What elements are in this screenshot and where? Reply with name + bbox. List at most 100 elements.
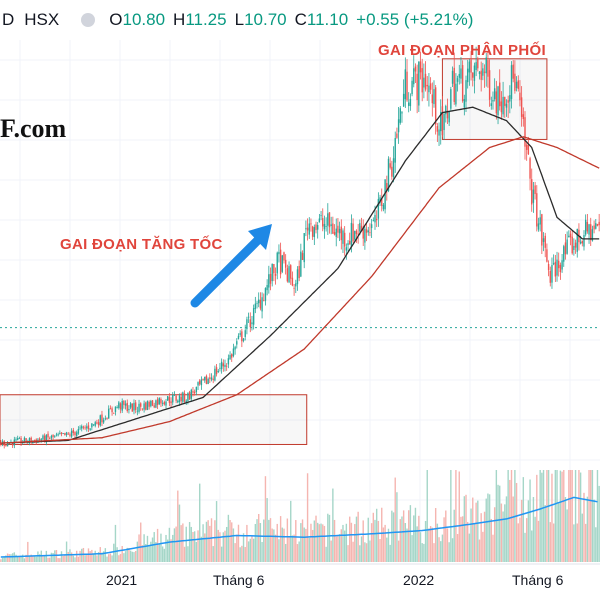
candle-body xyxy=(295,283,297,287)
candle-body xyxy=(200,379,203,386)
candle-body xyxy=(549,270,551,283)
volume-bar xyxy=(384,524,386,562)
volume-bar xyxy=(485,498,487,562)
candle-body xyxy=(475,62,477,71)
volume-bar xyxy=(340,529,342,562)
volume-bar xyxy=(43,555,46,562)
volume-bar xyxy=(488,494,491,562)
candle-body xyxy=(116,407,118,408)
candle-body xyxy=(416,73,418,101)
volume-bar xyxy=(487,493,489,562)
volume-bar xyxy=(541,472,543,562)
candle-body xyxy=(460,68,462,79)
volume-bar xyxy=(261,542,263,562)
volume-bar xyxy=(460,516,462,562)
volume-bar xyxy=(161,546,164,562)
candle-body xyxy=(423,77,425,88)
candle-body xyxy=(278,251,280,255)
candle-body xyxy=(69,434,71,436)
candle-body xyxy=(114,406,117,412)
volume-bar xyxy=(263,519,265,562)
volume-bar xyxy=(438,537,440,562)
candle-body xyxy=(192,391,194,393)
candle-body xyxy=(49,438,51,439)
candle-body xyxy=(65,432,68,436)
volume-bar xyxy=(381,507,383,562)
candle-body xyxy=(375,218,378,221)
low-label: L xyxy=(234,10,245,29)
status-dot-icon xyxy=(81,13,96,27)
volume-ma-line xyxy=(0,496,598,558)
volume-bar xyxy=(522,477,525,562)
candle-body xyxy=(173,395,176,396)
candle-body xyxy=(552,263,555,265)
candle-body xyxy=(487,60,489,77)
close-label: C xyxy=(294,10,307,29)
volume-bar xyxy=(404,523,407,562)
candle-body xyxy=(542,238,545,242)
candle-body xyxy=(409,98,412,107)
candle-body xyxy=(249,319,251,328)
candle-body xyxy=(591,229,594,241)
volume-bar xyxy=(274,534,277,562)
candle-body xyxy=(178,395,181,403)
candle-body xyxy=(374,214,376,223)
candle-body xyxy=(534,185,536,195)
volume-bar xyxy=(155,541,157,562)
candle-body xyxy=(11,442,14,446)
volume-bar xyxy=(62,555,64,562)
candle-body xyxy=(182,392,184,402)
candle-body xyxy=(571,236,573,254)
candle-body xyxy=(504,96,506,106)
volume-bar xyxy=(38,554,41,562)
volume-bar xyxy=(414,507,417,562)
candle-body xyxy=(25,438,27,443)
volume-bar xyxy=(242,533,245,562)
volume-bar xyxy=(293,534,295,562)
volume-bar xyxy=(392,512,395,562)
volume-bar xyxy=(451,538,454,562)
volume-bar xyxy=(97,552,100,562)
volume-bar xyxy=(182,523,184,562)
volume-bar xyxy=(590,470,592,562)
volume-bar xyxy=(145,544,147,562)
volume-bar xyxy=(247,541,250,562)
volume-bar xyxy=(345,523,348,562)
volume-bar xyxy=(254,523,257,562)
candle-body xyxy=(156,399,159,405)
volume-bar xyxy=(207,520,209,562)
volume-bar xyxy=(456,533,459,562)
candle-body xyxy=(598,221,600,226)
candle-body xyxy=(163,401,166,405)
candle-body xyxy=(509,95,511,102)
volume-bar xyxy=(421,543,423,562)
candle-body xyxy=(124,403,127,406)
volume-bar xyxy=(60,551,63,562)
volume-bar xyxy=(364,542,366,562)
volume-bar xyxy=(77,556,80,562)
volume-bar xyxy=(436,523,439,562)
candle-body xyxy=(91,423,93,428)
volume-bar xyxy=(92,554,95,562)
candle-body xyxy=(286,268,289,282)
volume-bar xyxy=(217,529,219,562)
volume-bar xyxy=(91,549,93,562)
volume-bar xyxy=(573,524,575,562)
volume-bar xyxy=(108,554,110,562)
candle-body xyxy=(20,438,22,444)
volume-bar xyxy=(166,539,169,562)
open-label: O xyxy=(109,10,123,29)
candle-body xyxy=(310,223,312,225)
candle-body xyxy=(515,81,518,89)
candle-body xyxy=(143,403,145,410)
candle-body xyxy=(64,432,66,436)
volume-bar xyxy=(271,528,273,562)
candle-body xyxy=(372,220,375,222)
x-tick-label: Tháng 6 xyxy=(512,572,564,588)
candle-body xyxy=(236,341,238,345)
volume-bar xyxy=(57,558,59,562)
candle-body xyxy=(258,299,260,304)
volume-bar xyxy=(50,552,53,562)
candle-body xyxy=(165,401,167,406)
